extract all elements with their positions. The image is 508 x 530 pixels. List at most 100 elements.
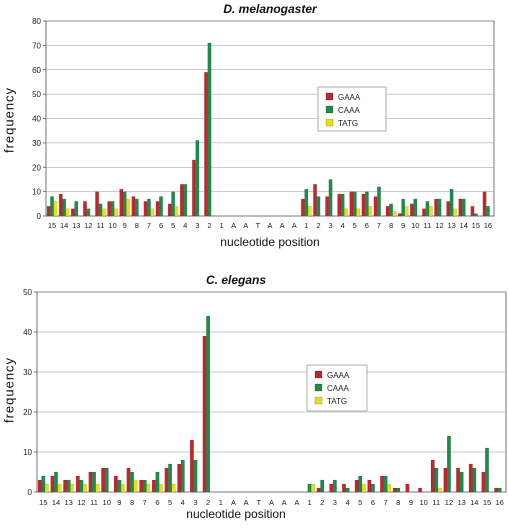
category-label: 11 bbox=[424, 221, 432, 230]
category-label: 10 bbox=[103, 498, 111, 507]
bar-tatg bbox=[307, 206, 312, 217]
bar-gaaa bbox=[95, 191, 99, 217]
bar-gaaa bbox=[126, 467, 131, 493]
bar-gaaa bbox=[329, 483, 334, 493]
category-label: 13 bbox=[65, 498, 73, 507]
bar-caaa bbox=[472, 467, 477, 493]
category-label: 13 bbox=[457, 498, 465, 507]
category-label: 1 bbox=[307, 498, 311, 507]
y-tick-label: 10 bbox=[23, 448, 32, 457]
bar-tatg bbox=[387, 483, 392, 493]
bar-caaa bbox=[159, 196, 163, 217]
category-label: 14 bbox=[60, 221, 68, 230]
category-label: 14 bbox=[470, 498, 478, 507]
bar-gaaa bbox=[430, 459, 435, 493]
bar-tatg bbox=[70, 483, 75, 493]
bar-tatg bbox=[126, 198, 130, 217]
bar-tatg bbox=[121, 483, 125, 493]
bar-tatg bbox=[95, 483, 100, 493]
bar-tatg bbox=[146, 483, 151, 493]
bar-gaaa bbox=[422, 208, 426, 217]
category-label: 15 bbox=[472, 221, 480, 230]
category-label: 2 bbox=[206, 498, 210, 507]
bar-gaaa bbox=[71, 208, 75, 217]
bar-caaa bbox=[345, 487, 350, 493]
bar-gaaa bbox=[113, 475, 118, 493]
category-label: A bbox=[231, 221, 236, 230]
category-label: 2 bbox=[207, 221, 211, 230]
category-label: A bbox=[231, 498, 236, 507]
legend-swatch-tatg bbox=[325, 118, 334, 127]
bar-gaaa bbox=[325, 196, 329, 217]
bar-tatg bbox=[82, 483, 87, 493]
bar-gaaa bbox=[470, 206, 475, 217]
category-label: A bbox=[294, 498, 299, 507]
bar-gaaa bbox=[155, 201, 160, 217]
bar-gaaa bbox=[410, 203, 414, 217]
category-label: 11 bbox=[90, 498, 98, 507]
bar-caaa bbox=[316, 196, 321, 217]
bar-gaaa bbox=[83, 201, 87, 217]
bar-tatg bbox=[356, 208, 360, 217]
bar-gaaa bbox=[316, 487, 321, 493]
bar-tatg bbox=[392, 210, 397, 217]
category-label: 2 bbox=[316, 221, 320, 230]
legend-swatch-caaa bbox=[325, 105, 334, 114]
bar-gaaa bbox=[446, 201, 451, 217]
bar-caaa bbox=[377, 186, 381, 217]
category-label: 4 bbox=[345, 498, 349, 507]
category-label: 7 bbox=[377, 221, 381, 230]
bar-gaaa bbox=[50, 475, 55, 493]
bar-gaaa bbox=[481, 471, 486, 493]
category-label: T bbox=[256, 221, 261, 230]
category-label: 13 bbox=[447, 221, 455, 230]
bar-caaa bbox=[358, 475, 363, 493]
bar-caaa bbox=[195, 140, 200, 217]
bar-gaaa bbox=[46, 206, 51, 217]
category-label: 6 bbox=[159, 221, 163, 230]
bar-caaa bbox=[389, 203, 393, 217]
bar-caaa bbox=[340, 193, 345, 217]
x-axis-label: nucleotide position bbox=[186, 507, 285, 521]
bar-gaaa bbox=[301, 198, 305, 217]
bar-gaaa bbox=[37, 479, 42, 493]
y-axis-label: frequency bbox=[1, 357, 16, 423]
bar-gaaa bbox=[405, 483, 410, 493]
bar-gaaa bbox=[192, 159, 196, 217]
category-label: 7 bbox=[147, 221, 151, 230]
bar-gaaa bbox=[468, 463, 473, 493]
y-tick-label: 40 bbox=[23, 328, 32, 337]
bar-gaaa bbox=[313, 184, 317, 217]
bar-caaa bbox=[352, 191, 357, 217]
y-tick-label: 30 bbox=[32, 139, 41, 148]
category-label: 3 bbox=[328, 221, 332, 230]
bar-gaaa bbox=[349, 191, 354, 217]
legend-label-tatg: TATG bbox=[327, 397, 347, 406]
bar-caaa bbox=[168, 463, 173, 493]
bar-caaa bbox=[104, 467, 109, 493]
bar-caaa bbox=[497, 487, 502, 493]
bar-tatg bbox=[44, 483, 49, 493]
bar-gaaa bbox=[151, 479, 156, 493]
category-label: 5 bbox=[171, 221, 175, 230]
bar-caaa bbox=[459, 471, 464, 493]
category-label: 6 bbox=[365, 221, 369, 230]
bar-gaaa bbox=[361, 193, 366, 217]
category-label: 15 bbox=[48, 221, 56, 230]
bar-gaaa bbox=[88, 471, 93, 493]
bar-tatg bbox=[150, 208, 155, 217]
category-label: 9 bbox=[117, 498, 121, 507]
category-label: 13 bbox=[72, 221, 80, 230]
bar-gaaa bbox=[189, 439, 194, 493]
legend-label-gaaa: GAAA bbox=[338, 93, 361, 102]
bar-gaaa bbox=[164, 467, 169, 493]
legend-swatch-gaaa bbox=[314, 370, 323, 379]
category-label: A bbox=[244, 498, 249, 507]
category-label: 1 bbox=[219, 221, 223, 230]
legend-swatch-caaa bbox=[314, 383, 323, 392]
bar-caaa bbox=[92, 471, 96, 493]
category-label: 1 bbox=[219, 498, 223, 507]
category-label: 8 bbox=[396, 498, 400, 507]
bar-gaaa bbox=[456, 467, 461, 493]
